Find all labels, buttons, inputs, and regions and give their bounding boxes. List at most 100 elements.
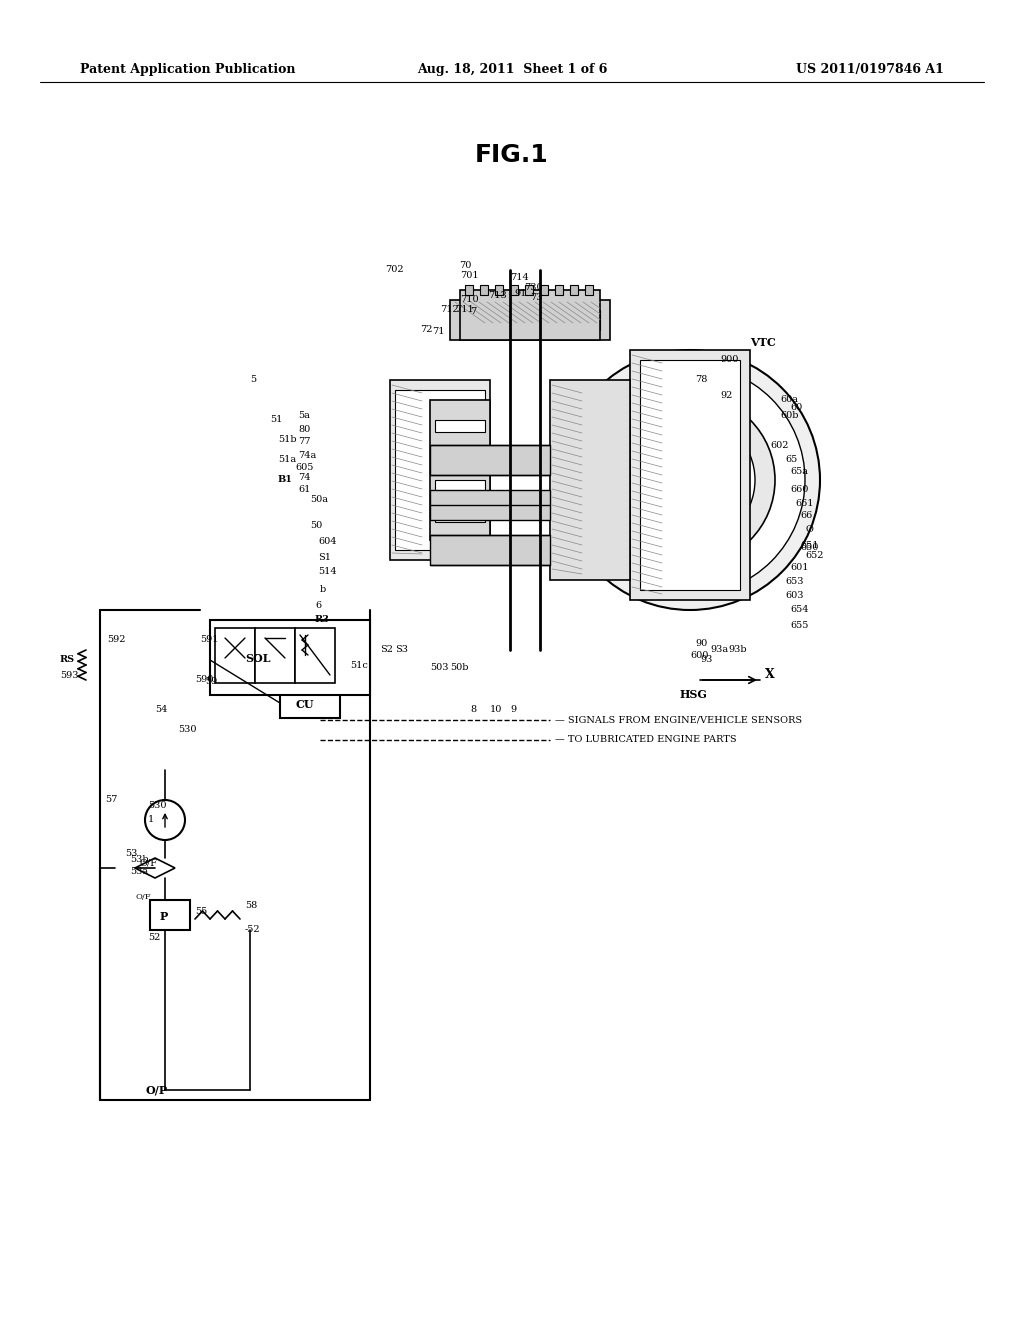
Text: R3: R3 xyxy=(315,615,330,624)
Text: X: X xyxy=(765,668,775,681)
Text: CU: CU xyxy=(295,700,313,710)
Text: B1: B1 xyxy=(278,475,293,484)
Text: 52: 52 xyxy=(148,933,161,942)
Circle shape xyxy=(605,395,775,565)
Text: 653: 653 xyxy=(785,578,804,586)
Text: Patent Application Publication: Patent Application Publication xyxy=(80,63,296,77)
Text: 51a: 51a xyxy=(278,455,296,465)
Text: — SIGNALS FROM ENGINE/VEHICLE SENSORS: — SIGNALS FROM ENGINE/VEHICLE SENSORS xyxy=(555,715,802,725)
Text: 654: 654 xyxy=(790,606,809,615)
Text: 50: 50 xyxy=(310,520,323,529)
Bar xyxy=(150,900,190,931)
Text: 591: 591 xyxy=(200,635,218,644)
Text: 53: 53 xyxy=(125,850,137,858)
Bar xyxy=(495,285,503,294)
Bar xyxy=(395,389,485,550)
Text: RS: RS xyxy=(60,656,75,664)
Text: b: b xyxy=(319,586,327,594)
Text: 712: 712 xyxy=(440,305,459,314)
Text: 5a: 5a xyxy=(298,411,310,420)
Text: 710: 710 xyxy=(460,296,478,305)
Text: 77: 77 xyxy=(298,437,310,446)
Text: 601: 601 xyxy=(790,564,809,573)
Text: 60a: 60a xyxy=(780,396,798,404)
Text: 730: 730 xyxy=(524,284,543,293)
Bar xyxy=(390,380,490,560)
Text: O/F: O/F xyxy=(140,858,158,867)
Bar xyxy=(430,400,490,540)
Text: 600: 600 xyxy=(690,651,709,660)
Text: Aug. 18, 2011  Sheet 1 of 6: Aug. 18, 2011 Sheet 1 of 6 xyxy=(417,63,607,77)
Bar xyxy=(295,628,335,682)
Bar xyxy=(540,285,548,294)
Text: 8: 8 xyxy=(470,705,476,714)
Text: 713: 713 xyxy=(488,290,507,300)
Bar xyxy=(435,420,485,432)
Circle shape xyxy=(625,414,755,545)
Text: O: O xyxy=(805,525,813,535)
Bar xyxy=(435,450,485,462)
Text: 714: 714 xyxy=(510,273,528,282)
Text: 57: 57 xyxy=(105,796,118,804)
Text: 78: 78 xyxy=(695,375,708,384)
Bar xyxy=(450,300,610,341)
Text: 66: 66 xyxy=(800,511,812,520)
Text: 93: 93 xyxy=(700,656,713,664)
Text: 1: 1 xyxy=(148,816,155,825)
Text: 602: 602 xyxy=(770,441,788,450)
Text: VTC: VTC xyxy=(750,337,776,347)
Text: 605: 605 xyxy=(295,463,313,473)
Text: 93a: 93a xyxy=(710,645,728,655)
Bar xyxy=(430,490,550,520)
Circle shape xyxy=(645,436,735,525)
Text: US 2011/0197846 A1: US 2011/0197846 A1 xyxy=(796,63,944,77)
Text: SOL: SOL xyxy=(245,652,270,664)
Text: 91: 91 xyxy=(514,289,526,298)
Text: 50a: 50a xyxy=(310,495,328,504)
Bar xyxy=(210,620,370,696)
Bar xyxy=(550,380,630,579)
Bar xyxy=(460,290,600,341)
Bar xyxy=(480,285,488,294)
Text: 51b: 51b xyxy=(278,436,297,445)
Text: 53a: 53a xyxy=(130,867,148,876)
Text: 92: 92 xyxy=(720,391,732,400)
Text: -52: -52 xyxy=(245,925,261,935)
Text: S1: S1 xyxy=(318,553,331,562)
Text: 51c: 51c xyxy=(350,660,368,669)
Bar xyxy=(215,628,255,682)
Text: 592: 592 xyxy=(106,635,126,644)
Text: 652: 652 xyxy=(805,550,823,560)
Text: 650: 650 xyxy=(800,544,818,553)
Text: 590: 590 xyxy=(195,676,213,685)
Bar xyxy=(435,510,485,521)
Circle shape xyxy=(575,366,805,595)
Text: 651: 651 xyxy=(800,540,818,549)
Text: HSG: HSG xyxy=(680,689,708,701)
Text: P: P xyxy=(160,911,168,921)
Text: 70: 70 xyxy=(459,260,471,269)
Text: 900: 900 xyxy=(720,355,738,364)
Text: 71: 71 xyxy=(432,327,444,337)
Text: 93b: 93b xyxy=(728,645,746,655)
Text: 9: 9 xyxy=(510,705,516,714)
Text: — TO LUBRICATED ENGINE PARTS: — TO LUBRICATED ENGINE PARTS xyxy=(555,735,736,744)
Text: S3: S3 xyxy=(395,645,408,655)
Bar xyxy=(525,285,534,294)
Text: 604: 604 xyxy=(318,537,337,546)
Text: 5: 5 xyxy=(250,375,256,384)
Bar xyxy=(255,628,295,682)
Text: 603: 603 xyxy=(785,590,804,599)
Text: 61: 61 xyxy=(298,486,310,495)
Text: 503: 503 xyxy=(430,664,449,672)
Text: S2: S2 xyxy=(380,645,393,655)
Bar xyxy=(585,285,593,294)
Bar xyxy=(280,688,340,718)
Text: 701: 701 xyxy=(460,271,478,280)
Bar xyxy=(630,350,750,601)
Text: 702: 702 xyxy=(385,265,403,275)
Text: 80: 80 xyxy=(298,425,310,434)
Text: FIG.1: FIG.1 xyxy=(475,143,549,168)
Text: 90: 90 xyxy=(695,639,708,648)
Bar xyxy=(430,445,550,475)
